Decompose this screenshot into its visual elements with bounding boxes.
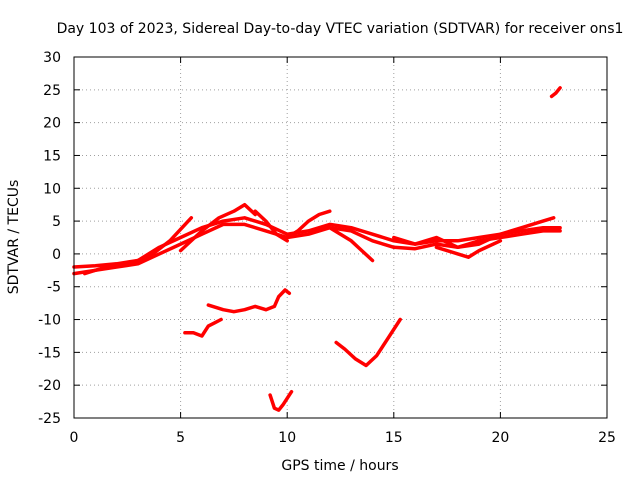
series-group: [72, 86, 562, 412]
series-track-8: [392, 216, 556, 250]
series-segment-a: [183, 317, 223, 338]
plot-frame: [73, 56, 608, 419]
series-track-4: [178, 202, 257, 253]
y-tick-label: -20: [38, 378, 61, 394]
series-segment-d: [334, 317, 402, 368]
series-track-5: [253, 209, 289, 243]
grid: [74, 57, 607, 418]
y-tick-label: -25: [38, 411, 61, 427]
series-track-7: [328, 225, 375, 263]
x-tick-label: 10: [278, 430, 296, 446]
series-segment-e: [549, 86, 562, 99]
chart-title: Day 103 of 2023, Sidereal Day-to-day VTE…: [57, 21, 624, 37]
y-tick-label: 0: [52, 247, 61, 263]
y-tick-label: 15: [43, 148, 61, 164]
series-track-3: [82, 216, 194, 276]
y-tick-label: 5: [52, 214, 61, 230]
x-tick-label: 15: [385, 430, 403, 446]
x-tick-label: 25: [598, 430, 616, 446]
series-track-2: [72, 222, 562, 276]
y-tick-label: -5: [47, 280, 61, 296]
y-axis-title: SDTVAR / TECUs: [6, 180, 22, 295]
x-tick-label: 5: [176, 430, 185, 446]
y-tick-label: 10: [43, 181, 61, 197]
series-track-6: [285, 209, 332, 240]
x-tick-label: 0: [70, 430, 79, 446]
series-track-9: [434, 239, 503, 259]
x-axis-title: GPS time / hours: [281, 458, 398, 474]
y-tick-label: -10: [38, 313, 61, 329]
series-segment-b: [206, 288, 292, 314]
x-tick-label: 20: [491, 430, 509, 446]
y-tick-label: 30: [43, 50, 61, 66]
y-tick-label: -15: [38, 345, 61, 361]
series-segment-c: [268, 389, 294, 412]
y-tick-label: 20: [43, 116, 61, 132]
y-tick-label: 25: [43, 83, 61, 99]
ticks: 0 5 10 15 20 25 -25 -20 -15 -10 -5 0 5 10 15 20 25 30: [38, 50, 616, 446]
